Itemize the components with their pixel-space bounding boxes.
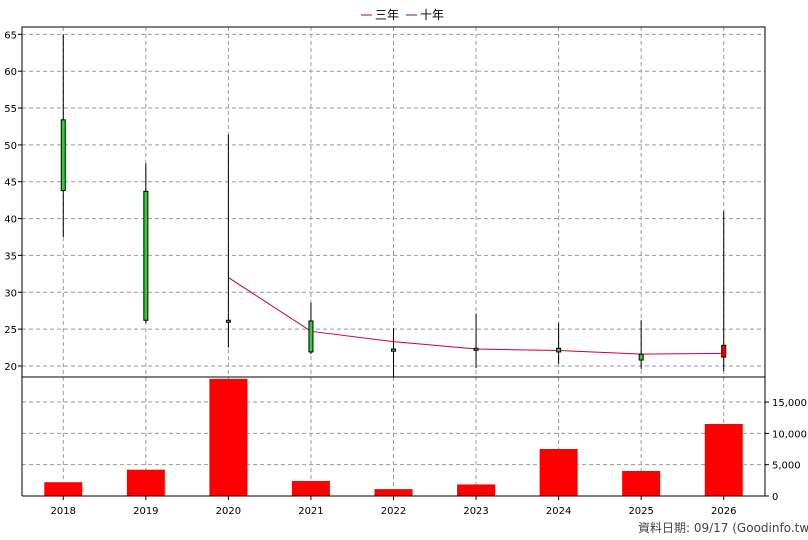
x-tick-label: 2019 xyxy=(133,506,158,517)
x-tick-label: 2020 xyxy=(216,506,241,517)
legend: 三年 十年 xyxy=(361,8,444,22)
price-y-tick-label: 45 xyxy=(4,178,17,189)
x-tick-label: 2018 xyxy=(51,506,76,517)
volume-y-tick-label: 0 xyxy=(772,492,778,503)
price-y-tick-label: 30 xyxy=(4,288,17,299)
volume-panel: 0 5,000 10,000 15,000 xyxy=(21,377,807,503)
candle-body-2023 xyxy=(473,347,479,351)
source-label: 資料日期: 09/17 (Goodinfo.tw) xyxy=(638,521,808,535)
candle-body-2020 xyxy=(225,319,231,323)
candle-body-2018 xyxy=(60,119,66,192)
price-panel: 20 25 30 35 40 45 50 55 60 65 xyxy=(4,26,766,496)
x-tick-label: 2025 xyxy=(628,506,653,517)
price-y-tick-label: 65 xyxy=(4,30,17,41)
legend-label-三年: 三年 xyxy=(375,8,399,22)
legend-label-十年: 十年 xyxy=(420,8,444,22)
candle-body-2025 xyxy=(638,353,644,361)
x-tick-label: 2022 xyxy=(381,506,406,517)
volume-y-tick-label: 10,000 xyxy=(772,429,807,440)
price-y-tick-label: 55 xyxy=(4,104,17,115)
price-y-tick-label: 40 xyxy=(4,215,17,226)
price-y-tick-label: 50 xyxy=(4,141,17,152)
volume-bar-2024 xyxy=(539,449,578,496)
x-tick-label: 2021 xyxy=(298,506,323,517)
candle-body-2024 xyxy=(556,347,562,353)
x-tick-label: 2026 xyxy=(711,506,736,517)
volume-bar-2021 xyxy=(291,480,330,496)
candle-body-2019 xyxy=(143,190,149,321)
candle-body-2022 xyxy=(391,348,396,352)
volume-bar-2020 xyxy=(209,378,248,496)
volume-y-tick-label: 15,000 xyxy=(772,398,807,409)
price-plot-border xyxy=(21,26,766,378)
x-axis: 2018 2019 2020 2021 2022 2023 2024 2025 2026 xyxy=(51,496,736,517)
volume-bar-2018 xyxy=(44,482,83,496)
price-y-tick-label: 60 xyxy=(4,67,17,78)
candle-body-2021 xyxy=(308,320,314,353)
volume-y-tick-label: 5,000 xyxy=(772,461,801,472)
price-y-tick-label: 20 xyxy=(4,362,17,373)
volume-bar-2026 xyxy=(704,423,743,496)
price-y-tick-label: 25 xyxy=(4,325,17,336)
x-tick-label: 2023 xyxy=(463,506,488,517)
candle-body-2026 xyxy=(721,344,727,358)
volume-bar-2023 xyxy=(457,484,496,496)
volume-bar-2022 xyxy=(374,489,413,496)
x-tick-label: 2024 xyxy=(546,506,571,517)
volume-bar-2019 xyxy=(126,469,165,496)
price-y-tick-label: 35 xyxy=(4,251,17,262)
volume-bar-2025 xyxy=(622,470,661,496)
